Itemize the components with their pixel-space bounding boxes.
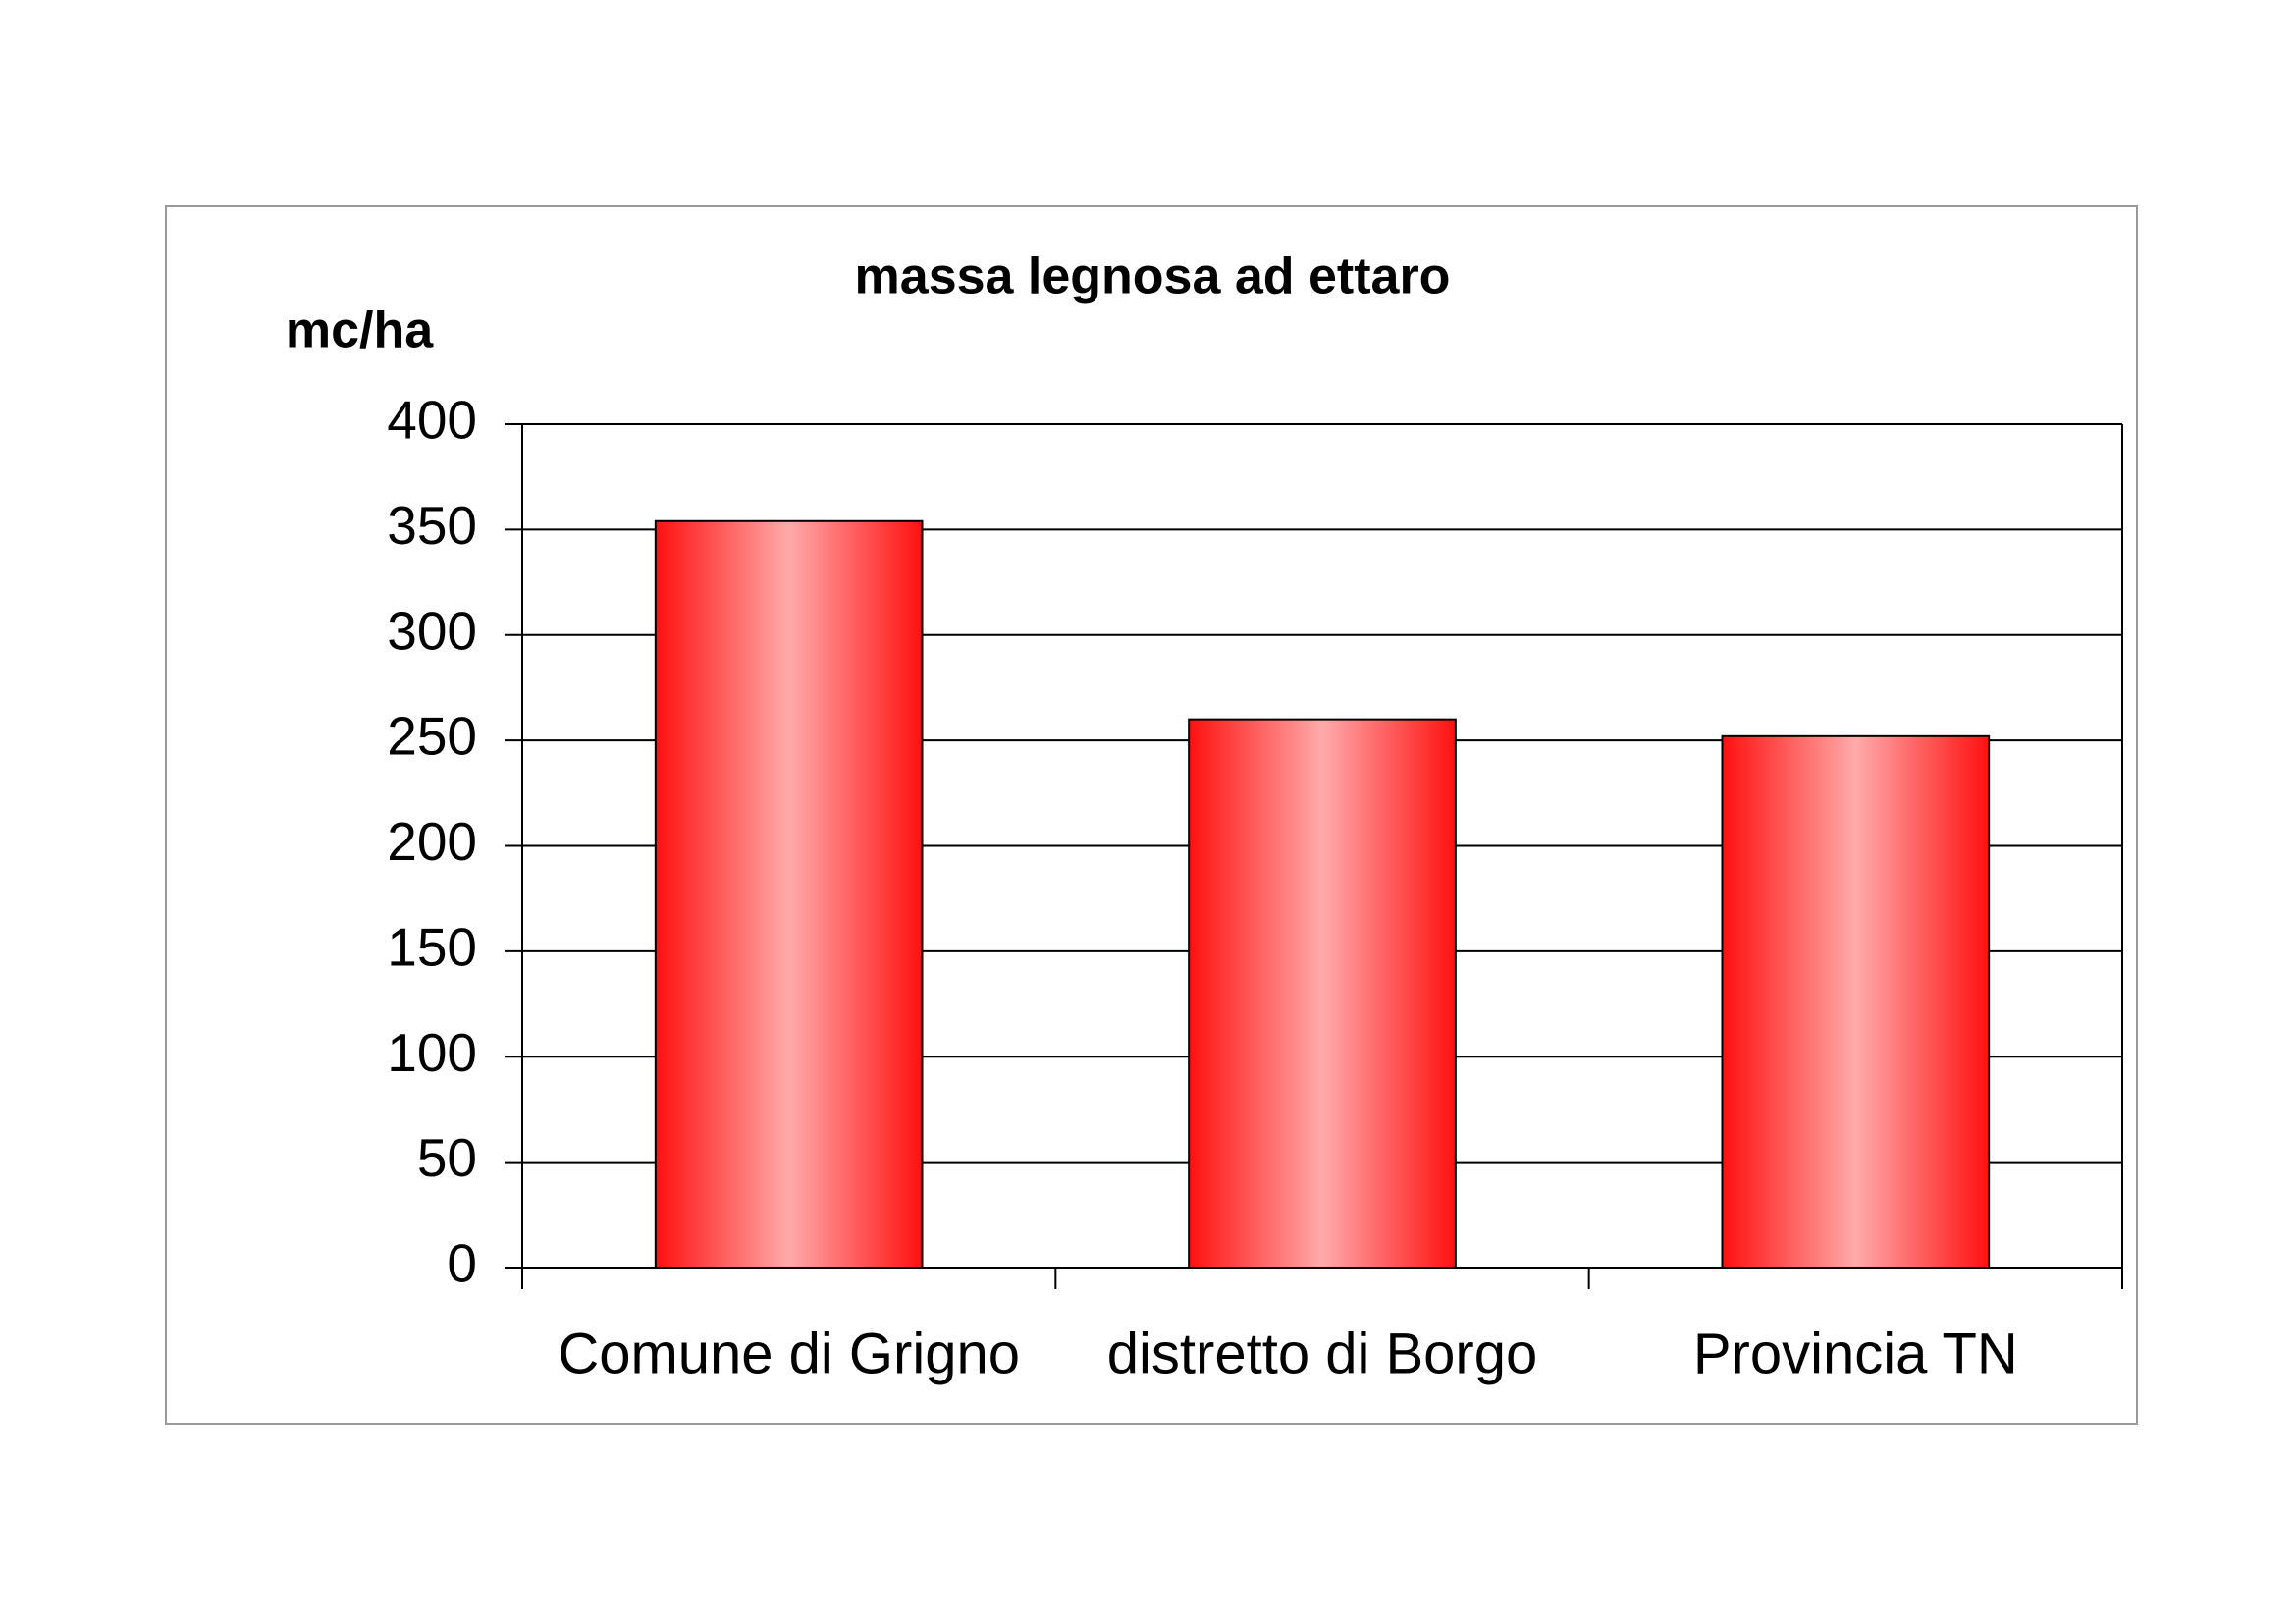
- y-tick-label: 150: [387, 916, 477, 977]
- bar: [654, 519, 924, 1269]
- chart-title: massa legnosa ad ettaro: [855, 248, 1451, 305]
- y-axis-label: mc/ha: [286, 302, 434, 359]
- y-tick-label: 50: [417, 1127, 477, 1188]
- y-tick-label: 250: [387, 706, 477, 767]
- bar: [1721, 734, 1991, 1269]
- x-tick-label: Comune di Grigno: [558, 1322, 1020, 1385]
- x-tick-label: Provincia TN: [1693, 1322, 2018, 1385]
- y-tick-label: 100: [387, 1022, 477, 1083]
- y-tick-label: 0: [447, 1233, 477, 1294]
- bar: [1188, 718, 1457, 1269]
- y-tick-label: 300: [387, 600, 477, 661]
- x-tick-label: distretto di Borgo: [1107, 1322, 1537, 1385]
- y-tick-label: 350: [387, 495, 477, 556]
- y-tick-label: 400: [387, 390, 477, 451]
- y-tick-label: 200: [387, 811, 477, 872]
